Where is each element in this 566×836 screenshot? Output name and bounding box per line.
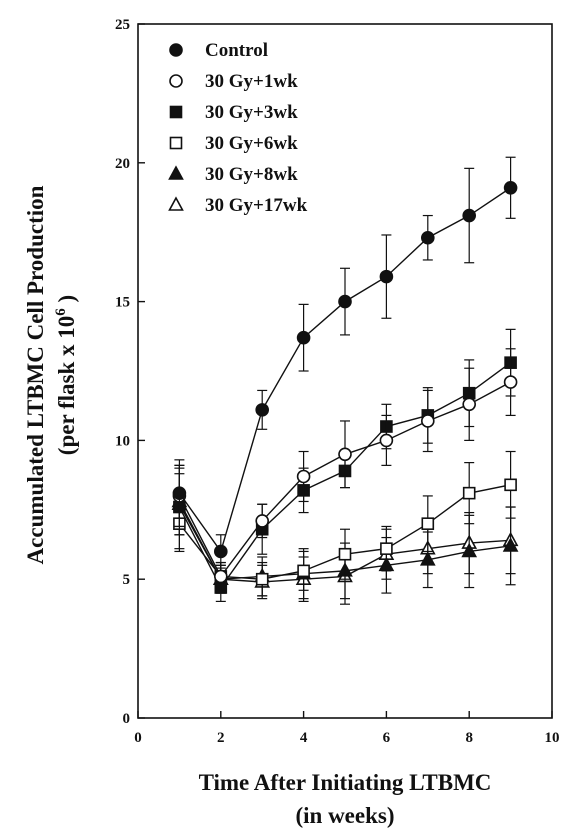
y-tick-label: 5 (123, 572, 131, 588)
legend-label: 30 Gy+6wk (205, 133, 298, 154)
y-axis-title-unit-suffix: ) (54, 295, 79, 308)
data-point (462, 208, 477, 223)
legend: Control 30 Gy+1wk 30 Gy+3wk 30 Gy+6wk 30 Gy+… (168, 40, 308, 216)
data-point (297, 564, 310, 578)
y-tick-label: 15 (115, 295, 130, 311)
data-point (420, 230, 435, 245)
data-point (421, 517, 435, 530)
legend-marker (169, 136, 183, 150)
x-tick-label: 4 (300, 730, 308, 746)
data-point (461, 542, 478, 558)
data-point (338, 547, 352, 561)
y-axis-title-line1: Accumulated LTBMC Cell Production (23, 185, 48, 564)
data-point (379, 269, 394, 284)
data-point (380, 542, 393, 555)
x-tick-label: 2 (217, 730, 225, 746)
legend-marker (169, 74, 183, 88)
data-point (462, 397, 477, 412)
y-tick-label: 0 (123, 711, 131, 727)
data-point (338, 294, 352, 309)
data-point (172, 486, 187, 500)
legend-marker (169, 105, 183, 119)
legend-marker (168, 196, 184, 211)
data-point (462, 486, 476, 500)
x-tick-label: 8 (465, 730, 473, 746)
data-point (296, 330, 311, 345)
data-point (419, 551, 436, 566)
y-tick-label: 10 (115, 433, 130, 449)
x-axis-title-line1: Time After Initiating LTBMC (199, 770, 492, 795)
x-tick-label: 10 (545, 730, 560, 746)
x-tick-label: 6 (383, 730, 391, 746)
series-layer (171, 156, 519, 605)
plot-axes: 0 2 4 6 8 10 0 5 10 15 20 25 (115, 17, 560, 746)
legend-marker (168, 165, 184, 180)
series-line (178, 187, 511, 554)
data-point (296, 469, 311, 484)
data-point (255, 514, 270, 528)
data-point (255, 403, 270, 417)
data-point (214, 569, 228, 584)
y-axis-title-unit-prefix: (per flask x 10 (54, 316, 79, 456)
x-tick-label: 0 (134, 730, 142, 746)
y-axis-title-line2: (per flask x 106 ) (53, 295, 79, 455)
legend-label: 30 Gy+17wk (205, 195, 308, 216)
legend-label: 30 Gy+1wk (205, 71, 298, 92)
legend-label: Control (205, 40, 268, 61)
data-point (503, 180, 518, 195)
plot-frame (137, 23, 553, 719)
data-point (214, 544, 228, 559)
x-axis-title-line2: (in weeks) (295, 803, 394, 828)
y-axis-title-exponent: 6 (53, 308, 69, 316)
series-0 (172, 156, 518, 569)
legend-label: 30 Gy+8wk (205, 164, 298, 185)
data-point (503, 375, 518, 389)
data-point (504, 478, 517, 492)
y-tick-label: 25 (115, 17, 130, 33)
data-point (420, 414, 435, 428)
data-point (502, 537, 519, 552)
y-tick-label: 20 (115, 156, 130, 172)
legend-label: 30 Gy+3wk (205, 102, 298, 123)
legend-marker (169, 43, 183, 57)
data-point (255, 572, 269, 586)
data-point (338, 447, 352, 462)
data-point (379, 433, 394, 448)
